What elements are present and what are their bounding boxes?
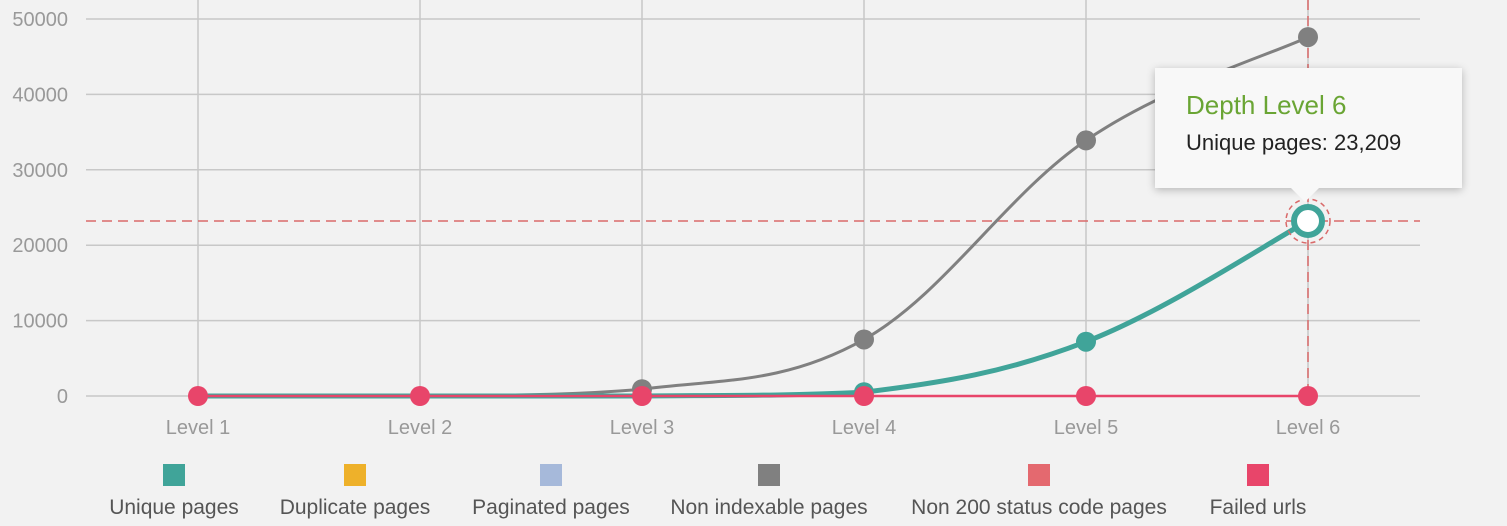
legend-label: Unique pages [109, 496, 239, 519]
point-failed-urls[interactable] [854, 386, 874, 406]
point-failed-urls[interactable] [1076, 386, 1096, 406]
crosshair [86, 0, 1420, 396]
legend-item-non-indexable-pages[interactable]: Non indexable pages [670, 464, 868, 519]
point-non-indexable-pages[interactable] [854, 329, 874, 350]
legend-swatch [344, 464, 366, 486]
legend-label: Paginated pages [472, 496, 630, 519]
legend-item-non-200-status-code-pages[interactable]: Non 200 status code pages [911, 464, 1167, 519]
y-tick-label: 30000 [12, 160, 68, 182]
legend-item-unique-pages[interactable]: Unique pages [109, 464, 239, 519]
legend: Unique pages Duplicate pages Paginated pag… [109, 464, 1306, 519]
point-non-indexable-pages[interactable] [1076, 130, 1096, 151]
tooltip-body: Unique pages: 23,209 [1186, 130, 1402, 155]
legend-item-duplicate-pages[interactable]: Duplicate pages [280, 464, 431, 519]
legend-label: Non 200 status code pages [911, 496, 1167, 519]
x-tick-label: Level 6 [1276, 417, 1341, 439]
legend-swatch [540, 464, 562, 486]
legend-swatch [758, 464, 780, 486]
legend-swatch [163, 464, 185, 486]
vertical-gridlines [197, 0, 1309, 396]
y-tick-label: 10000 [12, 311, 68, 333]
series-line-non-indexable-pages [197, 35, 1309, 398]
x-tick-label: Level 3 [610, 417, 675, 439]
y-tick-label: 20000 [12, 235, 68, 257]
y-tick-label: 40000 [12, 84, 68, 106]
x-axis-tick-labels: Level 1 Level 2 Level 3 Level 4 Level 5 Level… [166, 417, 1341, 439]
legend-swatch [1247, 464, 1269, 486]
y-tick-label: 50000 [12, 9, 68, 31]
point-failed-urls[interactable] [632, 386, 652, 406]
point-unique-pages[interactable] [1291, 204, 1325, 239]
series-points [188, 27, 1331, 406]
tooltip-arrow [1291, 188, 1319, 202]
legend-item-failed-urls[interactable]: Failed urls [1210, 464, 1307, 519]
y-axis-tick-labels: 0 10000 20000 30000 40000 50000 [12, 9, 68, 408]
legend-item-paginated-pages[interactable]: Paginated pages [472, 464, 630, 519]
legend-label: Failed urls [1210, 496, 1307, 519]
point-failed-urls[interactable] [1298, 386, 1318, 406]
series-lines [197, 35, 1310, 399]
legend-label: Non indexable pages [670, 496, 867, 519]
series-line-unique-pages [197, 218, 1310, 399]
x-tick-label: Level 2 [388, 417, 453, 439]
x-tick-label: Level 4 [832, 417, 897, 439]
point-unique-pages[interactable] [1076, 331, 1096, 352]
x-tick-label: Level 5 [1054, 417, 1119, 439]
tooltip-title: Depth Level 6 [1186, 90, 1347, 120]
point-non-indexable-pages[interactable] [1298, 27, 1318, 48]
x-tick-label: Level 1 [166, 417, 231, 439]
y-tick-label: 0 [57, 386, 68, 408]
tooltip: Depth Level 6 Unique pages: 23,209 [1155, 68, 1462, 202]
legend-swatch [1028, 464, 1050, 486]
legend-label: Duplicate pages [280, 496, 431, 519]
point-failed-urls[interactable] [188, 386, 208, 406]
point-failed-urls[interactable] [410, 386, 430, 406]
